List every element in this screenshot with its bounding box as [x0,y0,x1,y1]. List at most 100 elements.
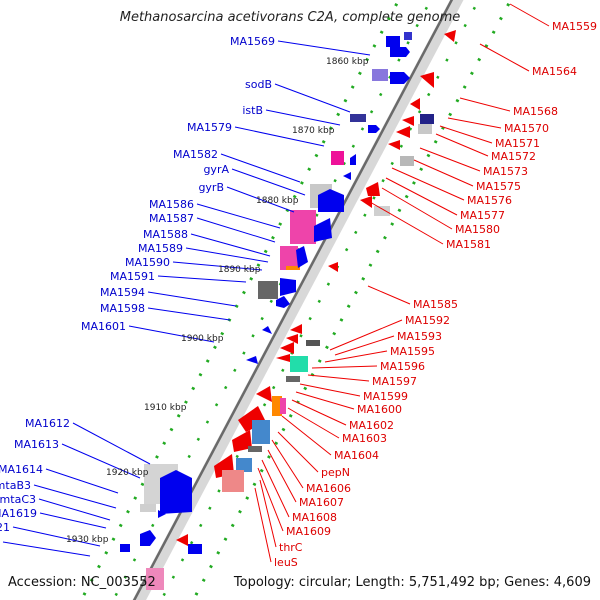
gene-arrow-ma1572[interactable] [396,126,410,138]
gene-label-ma1591[interactable]: MA1591 [110,270,155,283]
gene-label-ma1587[interactable]: MA1587 [149,212,194,225]
gene-arrow-ma1568[interactable] [410,98,420,110]
gene-block-ma1577[interactable] [374,206,390,216]
gene-label-ma1597[interactable]: MA1597 [372,375,417,388]
gene-label-ma1613[interactable]: MA1613 [14,438,59,451]
gene-block-ma1593-grey[interactable] [306,340,320,346]
gene-arrow-ma1595[interactable] [280,342,294,354]
gene-arrow-thrc[interactable] [176,534,188,546]
gene-arrow-ma1596[interactable] [276,354,290,362]
gene-label-ma1571[interactable]: MA1571 [495,137,540,150]
gene-label-ma1585[interactable]: MA1585 [413,298,458,311]
gene-label-ma1588[interactable]: MA1588 [143,228,188,241]
gene-block-ma1609[interactable] [222,470,244,492]
gene-arrow-ma1601[interactable] [246,356,258,364]
gene-arrow-ma1612[interactable] [160,470,192,514]
gene-arrow-ma1575[interactable] [388,140,400,150]
gene-label-ma1600[interactable]: MA1600 [357,403,402,416]
gene-arrow-ma1582-2[interactable] [350,154,356,165]
gene-label-ma1581[interactable]: MA1581 [446,238,491,251]
gene-label-ma1596[interactable]: MA1596 [380,360,425,373]
gene-block-ma1599[interactable] [286,376,300,382]
gene-block-ma1604[interactable] [252,420,270,444]
gene-label-ma1604[interactable]: MA1604 [334,449,379,462]
gene-arrow-ma1569[interactable] [390,47,410,57]
gene-block-ma1582[interactable] [331,151,344,165]
gene-label-ma1593[interactable]: MA1593 [397,330,442,343]
gene-block-ma1573[interactable] [400,156,414,166]
gene-label-ma1569[interactable]: MA1569 [230,35,275,48]
gene-arrow-gyra[interactable] [318,189,344,212]
gene-label-pepn[interactable]: pepN [321,466,350,479]
gene-block-ma1619[interactable] [140,504,156,512]
gene-label-mtab3[interactable]: mtaB3 [0,479,31,492]
gene-arrow-istb-2[interactable] [368,125,380,133]
gene-label-sodb[interactable]: sodB [245,78,272,91]
gene-block-ma1623[interactable] [120,544,130,552]
gene-block-ma1589-orange[interactable] [286,266,300,270]
gene-arrow-ma1585[interactable] [328,262,338,272]
gene-label-leus[interactable]: leuS [274,556,298,569]
gene-arrow-ma1621[interactable] [140,530,156,546]
gene-arrow-ma1589[interactable] [296,246,308,268]
gene-label-ma1606[interactable]: MA1606 [306,482,351,495]
gene-label-ma1609[interactable]: MA1609 [286,525,331,538]
gene-arrow-ma1600[interactable] [256,386,272,402]
gene-arrow-ma1564[interactable] [420,72,434,88]
gene-label-ma1559[interactable]: MA1559 [552,20,597,33]
gene-arrow-ma1591[interactable] [280,278,296,296]
gene-block-ma1602-pink[interactable] [280,398,286,414]
gene-label-ma1582[interactable]: MA1582 [173,148,218,161]
gene-label-ma1580[interactable]: MA1580 [455,223,500,236]
gene-block-ma1606[interactable] [248,446,262,452]
gene-block-leus[interactable] [188,544,202,554]
gene-arrow-ma1594[interactable] [276,296,290,308]
gene-label-ma1599[interactable]: MA1599 [363,390,408,403]
gene-block-ma1608[interactable] [236,458,252,472]
gene-label-thrc[interactable]: thrC [279,541,303,554]
gene-label-ma1579[interactable]: MA1579 [187,121,232,134]
gene-label-ma1614[interactable]: MA1614 [0,463,43,476]
gene-arrow-ma1576[interactable] [366,182,380,196]
gene-label-ma1572[interactable]: MA1572 [491,150,536,163]
gene-arrow-ma1593[interactable] [286,334,298,344]
gene-label-ma1608[interactable]: MA1608 [292,511,337,524]
gene-arrow-ma1598[interactable] [262,326,272,334]
gene-arrow-ma1570[interactable] [402,116,414,126]
gene-label-ma1586[interactable]: MA1586 [149,198,194,211]
gene-arrow-sodb-2[interactable] [390,72,410,84]
gene-label-ma1589[interactable]: MA1589 [138,242,183,255]
gene-label-ma1576[interactable]: MA1576 [467,194,512,207]
gene-label-ma1570[interactable]: MA1570 [504,122,549,135]
gene-label-ma1621[interactable]: MA1621 [0,521,10,534]
gene-arrow-ma1559[interactable] [444,30,456,42]
gene-label-gyra[interactable]: gyrA [203,163,229,176]
gene-label-ma1619[interactable]: MA1619 [0,507,37,520]
gene-label-ma1601[interactable]: MA1601 [81,320,126,333]
gene-label-ma1598[interactable]: MA1598 [100,302,145,315]
gene-label-ma1607[interactable]: MA1607 [299,496,344,509]
gene-label-ma1595[interactable]: MA1595 [390,345,435,358]
gene-label-ma1603[interactable]: MA1603 [342,432,387,445]
gene-block-ma1597-green[interactable] [290,356,308,372]
gene-arrow-pepn[interactable] [232,430,252,452]
gene-block-ma1591-dark[interactable] [258,281,278,299]
gene-block-ma1571[interactable] [418,124,432,134]
gene-label-ma1612[interactable]: MA1612 [25,417,70,430]
gene-arrow-ma1592[interactable] [290,324,302,334]
gene-block-bottom-left[interactable] [146,568,164,590]
gene-label-ma1577[interactable]: MA1577 [460,209,505,222]
gene-block-istb[interactable] [350,114,366,122]
gene-arrow-gyrb[interactable] [314,218,332,242]
gene-block-1569-b[interactable] [404,32,412,40]
gene-arrow-ma1580[interactable] [360,196,372,208]
gene-block-ma1602-orange[interactable] [272,396,282,416]
gene-block-ma1588-pink[interactable] [280,246,298,270]
gene-label-ma1590[interactable]: MA1590 [125,256,170,269]
gene-label-ma1592[interactable]: MA1592 [405,314,450,327]
gene-label-mtac3[interactable]: mtaC3 [0,493,36,506]
gene-label-istb[interactable]: istB [242,104,263,117]
gene-label-ma1568[interactable]: MA1568 [513,105,558,118]
gene-label-ma1602[interactable]: MA1602 [349,419,394,432]
gene-label-ma1564[interactable]: MA1564 [532,65,577,78]
